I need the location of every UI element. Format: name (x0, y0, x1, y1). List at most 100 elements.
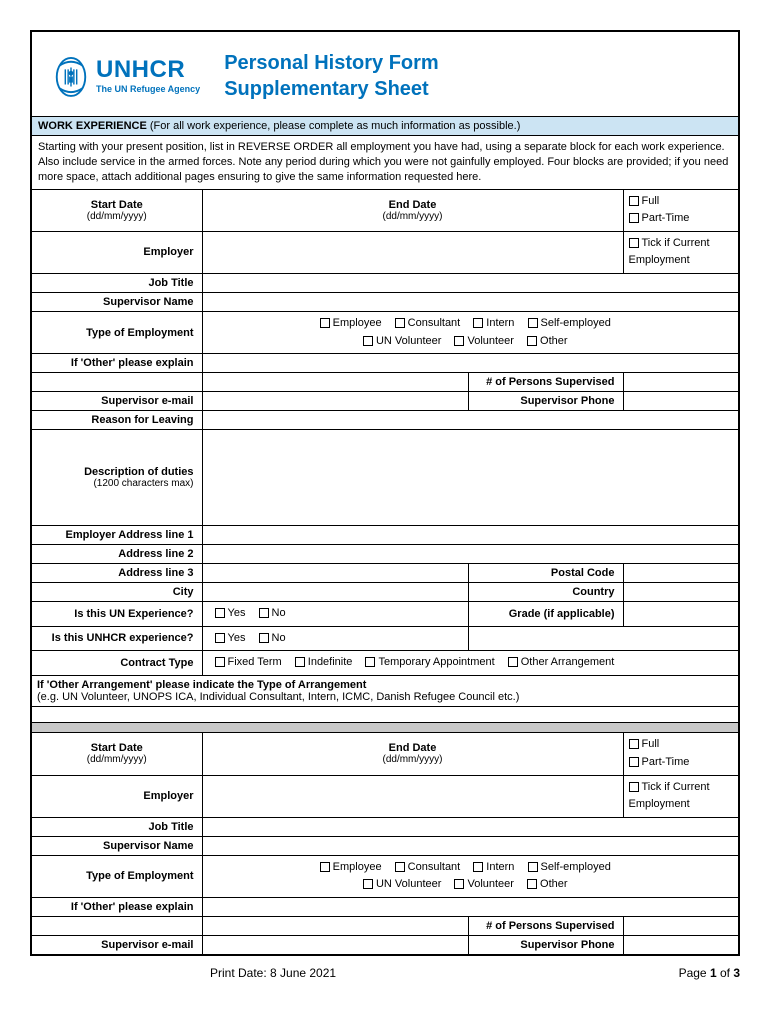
reason-leaving-field[interactable] (202, 411, 738, 430)
city-label: City (32, 583, 202, 602)
if-other-field[interactable] (202, 354, 738, 373)
checkbox-consultant-2[interactable] (395, 862, 405, 872)
header: UNHCR The UN Refugee Agency Personal His… (32, 32, 738, 116)
if-other-field-2[interactable] (202, 897, 738, 916)
checkbox-other-2[interactable] (527, 879, 537, 889)
supervisor-name-label: Supervisor Name (32, 292, 202, 311)
checkbox-current[interactable] (629, 238, 639, 248)
employer-field[interactable] (202, 231, 623, 273)
type-employment-label: Type of Employment (32, 311, 202, 353)
postal-label: Postal Code (468, 564, 623, 583)
checkbox-intern[interactable] (473, 318, 483, 328)
section-heading: WORK EXPERIENCE (38, 120, 147, 132)
supervisor-phone-field[interactable] (623, 392, 738, 411)
city-field[interactable] (202, 583, 468, 602)
jobtitle-label-2: Job Title (32, 817, 202, 836)
employer-field-2[interactable] (202, 775, 623, 817)
supervisor-phone-label-2: Supervisor Phone (468, 935, 623, 954)
checkbox-other[interactable] (527, 336, 537, 346)
supervisor-phone-field-2[interactable] (623, 935, 738, 954)
duties-label: Description of duties (1200 characters m… (32, 430, 202, 526)
un-exp-label: Is this UN Experience? (32, 602, 202, 627)
checkbox-employee[interactable] (320, 318, 330, 328)
start-date-label: Start Date (dd/mm/yyyy) (32, 190, 202, 232)
addr2-field[interactable] (202, 545, 738, 564)
checkbox-current-2[interactable] (629, 782, 639, 792)
logo: UNHCR The UN Refugee Agency (52, 54, 200, 98)
grade-label: Grade (if applicable) (468, 602, 623, 627)
unhcr-logo-icon (52, 54, 90, 98)
checkbox-unhcr-no[interactable] (259, 633, 269, 643)
checkbox-consultant[interactable] (395, 318, 405, 328)
country-field[interactable] (623, 583, 738, 602)
supervisor-email-field-2[interactable] (202, 935, 468, 954)
checkbox-fixedterm[interactable] (215, 657, 225, 667)
end-date-label: End Date (dd/mm/yyyy) (202, 190, 623, 232)
persons-supervised-field-2[interactable] (623, 916, 738, 935)
unhcr-exp-label: Is this UNHCR experience? (32, 626, 202, 651)
checkbox-selfemployed[interactable] (528, 318, 538, 328)
employer-label: Employer (32, 231, 202, 273)
jobtitle-field-2[interactable] (202, 817, 738, 836)
checkbox-indefinite[interactable] (295, 657, 305, 667)
logo-text-main: UNHCR (96, 58, 200, 82)
supervisor-name-label-2: Supervisor Name (32, 836, 202, 855)
employer-label-2: Employer (32, 775, 202, 817)
addr3-field[interactable] (202, 564, 468, 583)
if-other-label-2: If 'Other' please explain (32, 897, 202, 916)
tick-current-cell-2: Tick if Current Employment (623, 775, 738, 817)
checkbox-full[interactable] (629, 196, 639, 206)
checkbox-volunteer[interactable] (454, 336, 464, 346)
grade-field[interactable] (623, 602, 738, 627)
jobtitle-field[interactable] (202, 273, 738, 292)
supervisor-email-field[interactable] (202, 392, 468, 411)
form-title: Personal History Form Supplementary Shee… (224, 50, 439, 102)
checkbox-parttime-2[interactable] (629, 757, 639, 767)
checkbox-un-yes[interactable] (215, 608, 225, 618)
persons-supervised-label-2: # of Persons Supervised (468, 916, 623, 935)
addr1-label: Employer Address line 1 (32, 526, 202, 545)
checkbox-unvolunteer-2[interactable] (363, 879, 373, 889)
work-block-1: Start Date (dd/mm/yyyy) End Date (dd/mm/… (32, 190, 738, 733)
contract-type-label: Contract Type (32, 651, 202, 676)
unhcr-exp-blank (468, 626, 738, 651)
tick-current-cell: Tick if Current Employment (623, 231, 738, 273)
title-line1: Personal History Form (224, 50, 439, 76)
duties-field[interactable] (202, 430, 738, 526)
postal-field[interactable] (623, 564, 738, 583)
supervisor-name-field-2[interactable] (202, 836, 738, 855)
logo-text-sub: The UN Refugee Agency (96, 84, 200, 94)
checkbox-selfemployed-2[interactable] (528, 862, 538, 872)
checkbox-otherarr[interactable] (508, 657, 518, 667)
print-date: Print Date: 8 June 2021 (210, 966, 336, 980)
section-note: (For all work experience, please complet… (150, 120, 521, 132)
un-exp-options: Yes No (202, 602, 468, 627)
addr3-label: Address line 3 (32, 564, 202, 583)
section-header: WORK EXPERIENCE (For all work experience… (32, 116, 738, 136)
checkbox-intern-2[interactable] (473, 862, 483, 872)
other-arr-field[interactable] (32, 706, 738, 722)
checkbox-unvolunteer[interactable] (363, 336, 373, 346)
checkbox-unhcr-yes[interactable] (215, 633, 225, 643)
supervisor-phone-label: Supervisor Phone (468, 392, 623, 411)
checkbox-employee-2[interactable] (320, 862, 330, 872)
supervisor-name-field[interactable] (202, 292, 738, 311)
checkbox-un-no[interactable] (259, 608, 269, 618)
type-employment-label-2: Type of Employment (32, 855, 202, 897)
checkbox-volunteer-2[interactable] (454, 879, 464, 889)
type-employment-options-2: Employee Consultant Intern Self-employed… (202, 855, 738, 897)
persons-supervised-field[interactable] (623, 373, 738, 392)
contract-type-options: Fixed Term Indefinite Temporary Appointm… (202, 651, 738, 676)
addr2-label: Address line 2 (32, 545, 202, 564)
other-arr-prompt: If 'Other Arrangement' please indicate t… (32, 675, 738, 706)
page-number: Page 1 of 3 (679, 966, 740, 980)
work-block-2: Start Date (dd/mm/yyyy) End Date (dd/mm/… (32, 732, 738, 954)
page-footer: Print Date: 8 June 2021 Page 1 of 3 (30, 966, 740, 980)
checkbox-temp[interactable] (365, 657, 375, 667)
country-label: Country (468, 583, 623, 602)
addr1-field[interactable] (202, 526, 738, 545)
checkbox-parttime[interactable] (629, 213, 639, 223)
type-employment-options: Employee Consultant Intern Self-employed… (202, 311, 738, 353)
title-line2: Supplementary Sheet (224, 76, 439, 102)
checkbox-full-2[interactable] (629, 739, 639, 749)
